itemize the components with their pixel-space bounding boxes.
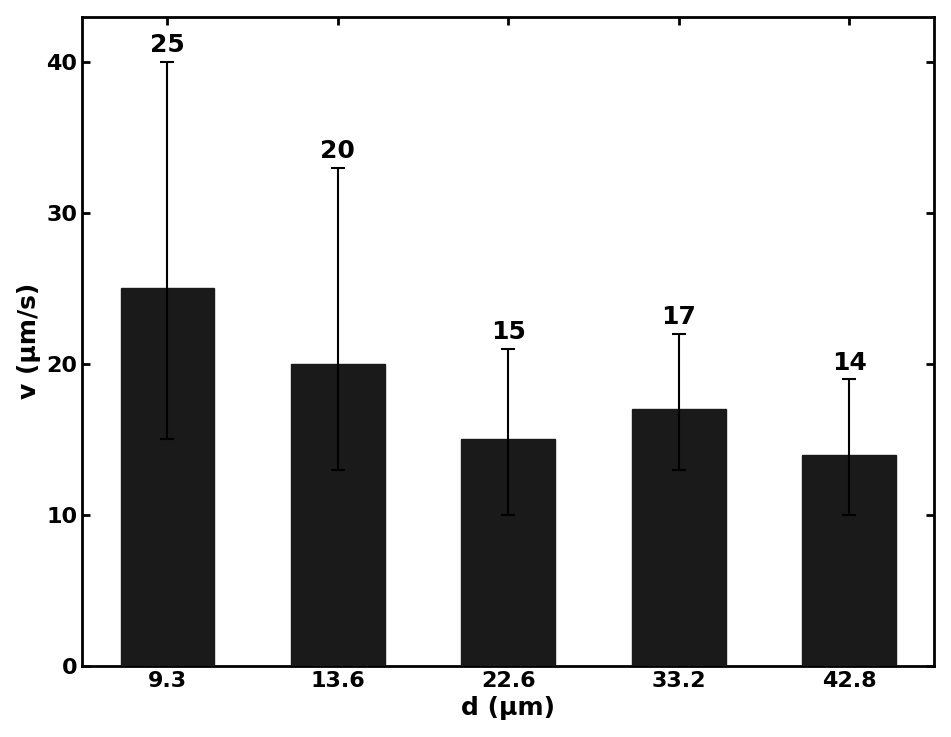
Bar <box>121 288 214 666</box>
Text: 25: 25 <box>150 33 184 57</box>
Text: 14: 14 <box>832 351 866 374</box>
Bar <box>803 455 896 666</box>
Bar <box>461 439 555 666</box>
Y-axis label: v (μm/s): v (μm/s) <box>17 283 41 399</box>
Bar <box>291 364 385 666</box>
Bar <box>631 409 726 666</box>
X-axis label: d (μm): d (μm) <box>461 696 555 720</box>
Text: 15: 15 <box>491 321 526 344</box>
Text: 20: 20 <box>320 139 356 163</box>
Text: 17: 17 <box>661 305 696 329</box>
